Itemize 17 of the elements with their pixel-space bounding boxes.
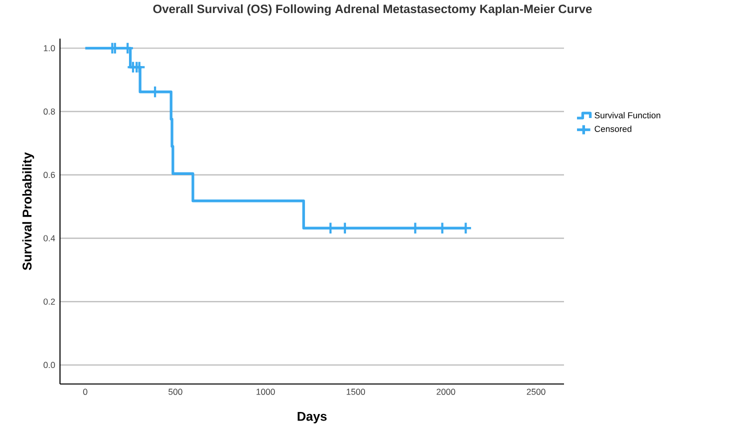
y-tick-label: 0.0 [44, 362, 55, 368]
y-tick-label: 1.0 [44, 45, 55, 52]
x-tick-label: 500 [168, 388, 182, 395]
x-tick-label: 0 [83, 388, 88, 395]
y-axis-title: Survival Probability [22, 152, 34, 270]
x-tick-label: 2000 [436, 388, 456, 395]
x-tick-label: 2500 [526, 388, 546, 395]
legend-label: Censored [594, 126, 632, 132]
y-tick-label: 0.6 [44, 172, 55, 178]
x-tick-label: 1000 [256, 388, 275, 395]
chart-title: Overall Survival (OS) Following Adrenal Metastasectomy Kaplan-Meier Curve [153, 4, 592, 16]
y-tick-label: 0.8 [44, 108, 55, 115]
x-tick-label: 1500 [346, 388, 366, 395]
y-tick-label: 0.2 [44, 298, 55, 305]
legend-label: Survival Function [594, 112, 660, 118]
x-axis-title: Days [298, 412, 327, 424]
y-tick-label: 0.4 [44, 235, 56, 242]
